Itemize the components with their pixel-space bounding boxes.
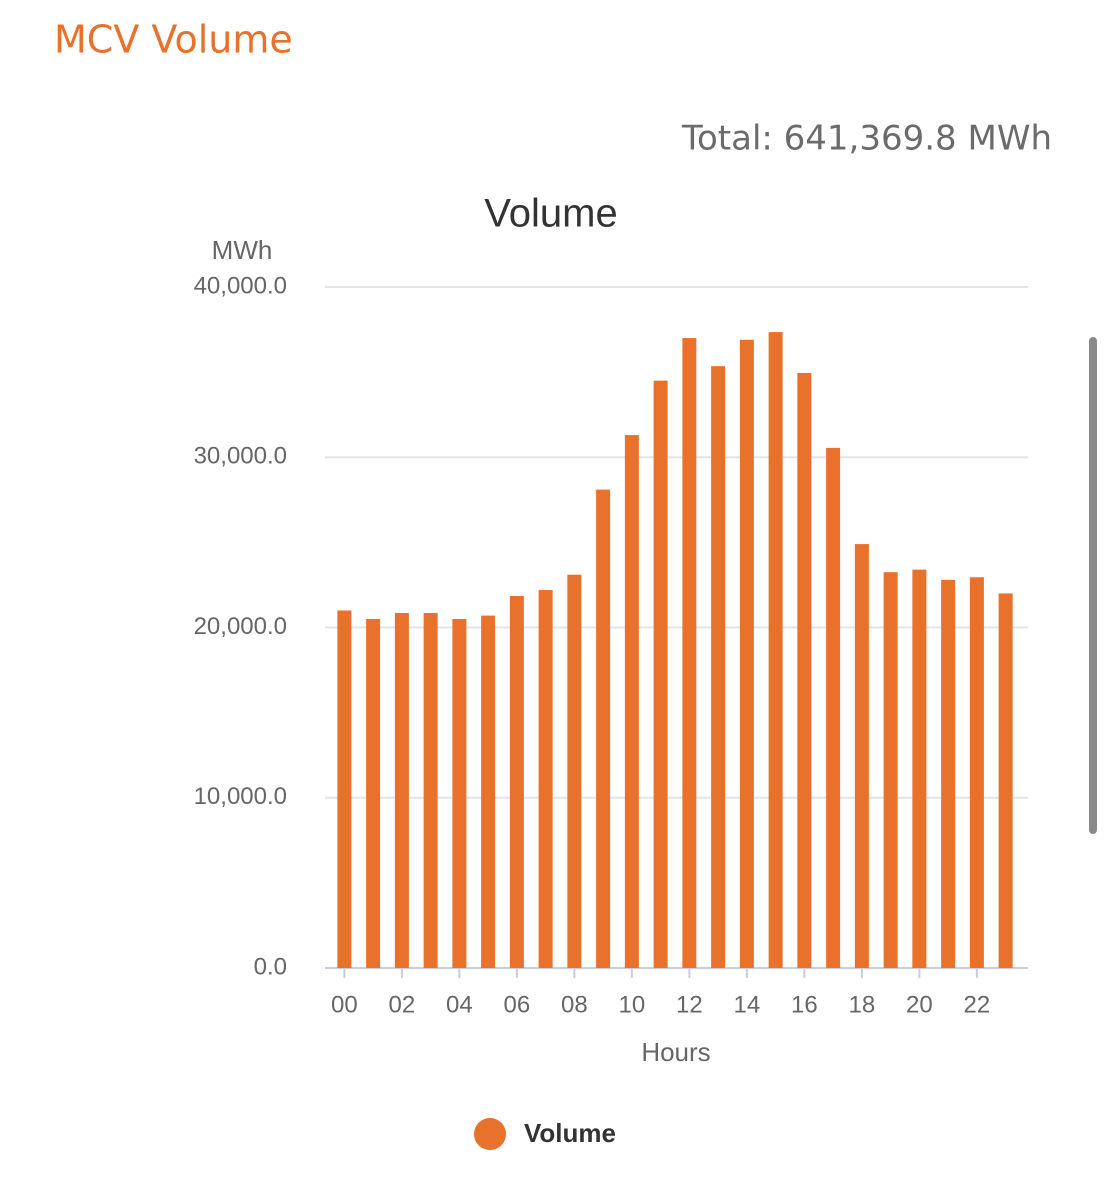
x-tick-label: 12 [676, 991, 703, 1018]
bar [711, 366, 726, 968]
bar [682, 338, 697, 968]
bar [423, 613, 438, 968]
x-tick-label: 18 [849, 991, 876, 1018]
bar [797, 372, 812, 968]
x-tick-label: 22 [964, 991, 991, 1018]
y-tick-label: 20,000.0 [194, 613, 287, 640]
legend-marker [474, 1118, 506, 1150]
page-title: MCV Volume [54, 18, 293, 62]
bar [826, 447, 841, 969]
bar [452, 618, 467, 968]
bar [941, 579, 956, 968]
bar [567, 574, 582, 968]
x-tick-label: 10 [619, 991, 646, 1018]
x-tick-label: 20 [906, 991, 933, 1018]
x-tick-label: 04 [446, 991, 473, 1018]
bar [337, 610, 352, 968]
x-tick-label: 02 [389, 991, 416, 1018]
legend-label: Volume [524, 1118, 616, 1148]
bar [394, 613, 409, 968]
x-tick-label: 08 [561, 991, 588, 1018]
bar [883, 572, 898, 968]
bar [538, 590, 553, 968]
y-axis-label: MWh [212, 235, 273, 265]
y-tick-label: 10,000.0 [194, 783, 287, 810]
x-axis-label: Hours [641, 1037, 710, 1067]
bar [366, 618, 381, 968]
y-tick-label: 30,000.0 [194, 443, 287, 470]
bar [768, 332, 783, 969]
y-tick-label: 40,000.0 [194, 272, 287, 299]
bar [481, 615, 496, 968]
x-tick-label: 00 [331, 991, 358, 1018]
bar [998, 593, 1013, 968]
x-tick-label: 06 [504, 991, 531, 1018]
x-tick-label: 16 [791, 991, 818, 1018]
y-tick-label: 0.0 [254, 953, 287, 980]
bar [969, 577, 984, 968]
x-tick-label: 14 [734, 991, 761, 1018]
bar [596, 489, 611, 968]
bar [509, 596, 524, 968]
bar [653, 380, 668, 968]
bar [624, 435, 639, 968]
total: Total: 641,369.8 MWh [681, 119, 1052, 159]
scrollbar[interactable] [1089, 337, 1097, 834]
bar [854, 544, 869, 968]
bar [739, 339, 754, 969]
bar [912, 569, 927, 968]
chart-title: Volume [484, 192, 617, 236]
